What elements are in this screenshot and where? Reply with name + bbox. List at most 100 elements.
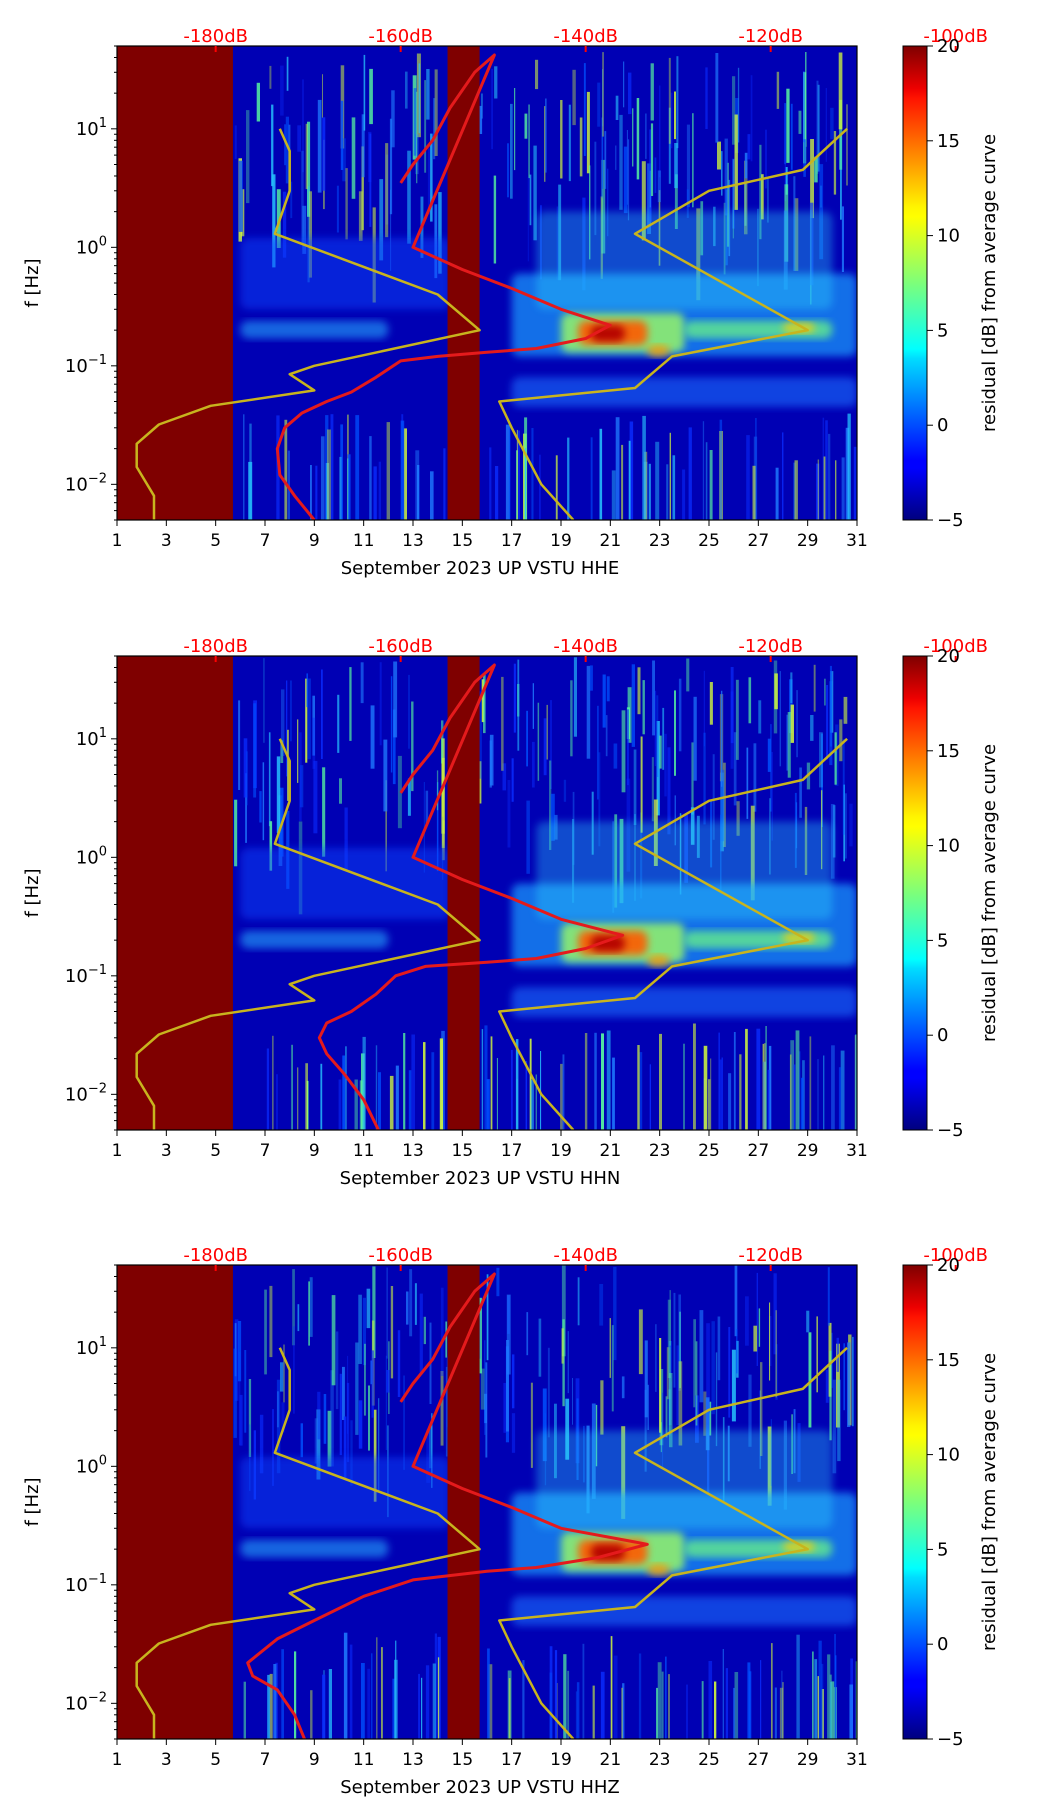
noise-streak bbox=[736, 1329, 738, 1374]
noise-streak bbox=[355, 1342, 359, 1435]
energy-band bbox=[590, 325, 626, 342]
noise-spike bbox=[845, 427, 850, 520]
noise-streak bbox=[343, 1416, 347, 1479]
noise-streak bbox=[346, 1382, 350, 1463]
noise-model-curve bbox=[135, 128, 481, 520]
noise-streak bbox=[668, 1389, 671, 1436]
noise-streak bbox=[386, 1370, 390, 1393]
noise-streak bbox=[715, 1352, 718, 1447]
noise-spike bbox=[310, 1690, 313, 1739]
no-data-region bbox=[117, 46, 233, 520]
noise-spike bbox=[828, 433, 831, 520]
colorbar-tick-label: −5 bbox=[937, 510, 964, 531]
noise-streak bbox=[323, 1394, 327, 1444]
noise-streak bbox=[293, 1326, 295, 1414]
noise-spike bbox=[774, 1687, 777, 1739]
noise-streak bbox=[264, 1289, 267, 1375]
noise-streak bbox=[758, 700, 762, 734]
noise-streak bbox=[480, 1368, 485, 1410]
noise-streak bbox=[263, 658, 265, 743]
noise-spike bbox=[576, 1682, 580, 1739]
x-tick-label: 27 bbox=[748, 1750, 770, 1770]
noise-streak bbox=[599, 1284, 604, 1326]
noise-streak bbox=[436, 782, 439, 872]
noise-streak bbox=[479, 761, 482, 804]
noise-streak bbox=[679, 1311, 681, 1388]
noise-streak bbox=[602, 69, 604, 127]
noise-streak bbox=[640, 736, 643, 833]
noise-streak bbox=[637, 667, 641, 715]
noise-spike bbox=[708, 1079, 711, 1130]
colorbar-label: residual [dB] from average curve bbox=[979, 744, 1000, 1042]
noise-spike bbox=[746, 435, 750, 520]
noise-streak bbox=[528, 104, 530, 179]
noise-streak bbox=[627, 139, 630, 221]
noise-streak bbox=[837, 1379, 841, 1462]
noise-spike bbox=[733, 1032, 736, 1130]
x-axis-label: September 2023 UP VSTU HHZ bbox=[340, 1777, 620, 1798]
noise-spike bbox=[668, 1674, 670, 1739]
noise-streak bbox=[431, 1413, 433, 1488]
colorbar-gradient bbox=[902, 1264, 928, 1740]
noise-streak bbox=[627, 709, 629, 786]
noise-streak bbox=[373, 1409, 377, 1502]
noise-streak bbox=[544, 106, 546, 182]
noise-spike bbox=[248, 461, 253, 520]
colorbar-tick-label: −5 bbox=[937, 1120, 964, 1141]
noise-spike bbox=[417, 465, 420, 520]
noise-spike bbox=[756, 1028, 761, 1130]
noise-spike bbox=[816, 463, 820, 520]
noise-streak bbox=[730, 667, 734, 744]
energy-band bbox=[511, 987, 857, 1017]
noise-streak bbox=[732, 159, 734, 239]
noise-streak bbox=[786, 714, 789, 771]
x-tick-label: 27 bbox=[748, 531, 770, 551]
energy-band bbox=[511, 377, 857, 407]
noise-streak bbox=[674, 143, 678, 189]
noise-streak bbox=[619, 114, 623, 210]
noise-spike bbox=[718, 1032, 720, 1130]
colorbar-tick-label: 20 bbox=[937, 1255, 960, 1276]
noise-spike bbox=[408, 1070, 412, 1130]
noise-streak bbox=[686, 658, 690, 692]
noise-streak bbox=[286, 680, 288, 777]
noise-streak bbox=[656, 721, 660, 816]
noise-streak bbox=[385, 780, 387, 872]
top-axis-tick-label: -100dB bbox=[923, 26, 988, 47]
noise-spike bbox=[349, 1644, 353, 1739]
noise-spike bbox=[330, 414, 334, 520]
noise-spike bbox=[395, 1065, 399, 1130]
noise-streak bbox=[813, 664, 816, 712]
noise-streak bbox=[667, 1299, 671, 1378]
noise-spike bbox=[505, 424, 510, 520]
noise-spike bbox=[371, 1653, 373, 1739]
noise-streak bbox=[650, 63, 654, 121]
noise-streak bbox=[602, 52, 604, 137]
noise-streak bbox=[313, 760, 318, 834]
noise-streak bbox=[565, 1398, 570, 1460]
noise-streak bbox=[799, 767, 802, 818]
x-tick-label: 13 bbox=[402, 1141, 424, 1161]
noise-spike bbox=[328, 1669, 332, 1739]
noise-spike bbox=[367, 1668, 371, 1739]
noise-streak bbox=[765, 129, 767, 189]
x-tick-label: 11 bbox=[353, 531, 375, 551]
energy-band bbox=[240, 1456, 450, 1529]
noise-streak bbox=[511, 1413, 516, 1453]
noise-spike bbox=[745, 1028, 748, 1130]
noise-streak bbox=[779, 671, 781, 767]
noise-streak bbox=[378, 1398, 380, 1493]
noise-spike bbox=[355, 415, 360, 520]
noise-streak bbox=[597, 705, 599, 800]
noise-spike bbox=[431, 1052, 435, 1130]
y-tick-label: 10−2 bbox=[65, 471, 107, 495]
noise-streak bbox=[440, 1287, 444, 1376]
noise-streak bbox=[604, 131, 607, 189]
noise-streak bbox=[302, 205, 307, 254]
y-axis-label: f [Hz] bbox=[22, 1477, 43, 1526]
x-tick-label: 15 bbox=[452, 531, 474, 551]
noise-spike bbox=[599, 428, 603, 520]
top-axis-tick-label: -180dB bbox=[183, 26, 248, 47]
noise-spike bbox=[554, 1650, 558, 1739]
